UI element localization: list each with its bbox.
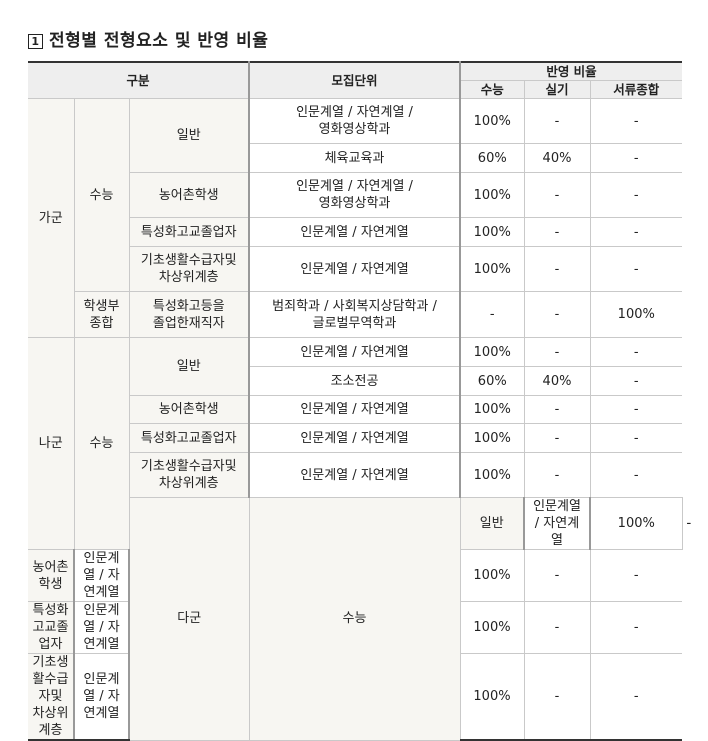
sub-label: 특성화고교졸업자	[129, 217, 250, 247]
documents-cell: -	[589, 601, 683, 654]
unit-cell: 인문계열 / 자연계열	[248, 337, 461, 367]
suneung-cell: 100%	[459, 337, 525, 367]
sub-label: 일반	[128, 337, 250, 396]
header-ratio: 반영 비율	[459, 61, 683, 81]
suneung-cell: 100%	[459, 601, 525, 654]
unit-cell: 인문계열 / 자연계열 / 영화영상학과	[248, 172, 461, 218]
suneung-cell: 60%	[459, 366, 525, 396]
practical-cell: -	[523, 395, 591, 424]
type-label: 수능	[73, 337, 130, 550]
sub-label: 기초생활수급자및 차상위계층	[129, 246, 250, 292]
title-text: 전형별 전형요소 및 반영 비율	[49, 31, 269, 51]
documents-cell: -	[589, 549, 683, 602]
unit-cell: 인문계열 / 자연계열	[523, 497, 591, 550]
suneung-cell: 100%	[459, 423, 525, 453]
unit-cell: 인문계열 / 자연계열 / 영화영상학과	[248, 98, 461, 144]
ratio-table: 구분 모집단위 반영 비율 수능 실기 서류종합 가군 수능 일반 인문계열 /…	[28, 61, 691, 741]
table-row: 학생부 종합 특성화고등을 졸업한재직자 범죄학과 / 사회복지상담학과 / 글…	[28, 291, 683, 338]
type-label: 수능	[73, 98, 130, 292]
sub-label: 농어촌학생	[129, 172, 250, 218]
suneung-cell: 100%	[589, 497, 683, 550]
unit-cell: 인문계열 / 자연계열	[73, 549, 130, 602]
sub-label: 기초생활수급자및 차상위계층	[28, 653, 75, 741]
documents-cell: 100%	[589, 291, 683, 338]
unit-cell: 인문계열 / 자연계열	[248, 452, 461, 498]
documents-cell: -	[589, 452, 683, 498]
group-label: 가군	[28, 98, 75, 338]
sub-label: 농어촌학생	[129, 395, 250, 424]
group-label: 다군	[129, 497, 250, 741]
practical-cell: -	[523, 653, 591, 741]
unit-cell: 인문계열 / 자연계열	[248, 423, 461, 453]
documents-cell: -	[589, 172, 683, 218]
sub-label: 특성화고교졸업자	[129, 423, 250, 453]
suneung-cell: 100%	[459, 452, 525, 498]
page-title: 1 전형별 전형요소 및 반영 비율	[28, 26, 268, 51]
practical-cell: -	[523, 291, 591, 338]
table-row: 농어촌학생 인문계열 / 자연계열 100% - -	[28, 549, 683, 602]
unit-cell: 조소전공	[249, 366, 461, 396]
table-row: 조소전공 60% 40% -	[28, 366, 683, 396]
type-label: 학생부 종합	[74, 291, 130, 338]
group-label: 나군	[28, 337, 75, 550]
suneung-cell: 100%	[459, 246, 525, 292]
unit-cell: 인문계열 / 자연계열	[248, 246, 461, 292]
documents-cell: -	[589, 246, 683, 292]
sub-label: 특성화고등을 졸업한재직자	[128, 291, 250, 338]
practical-cell: -	[523, 172, 591, 218]
suneung-cell: 100%	[459, 172, 525, 218]
suneung-cell: -	[459, 291, 525, 338]
practical-cell: -	[523, 337, 591, 367]
table-row: 가군 수능 일반 인문계열 / 자연계열 / 영화영상학과 100% - -	[28, 98, 683, 338]
documents-cell: -	[589, 337, 683, 367]
practical-cell: -	[523, 98, 591, 144]
header-division: 구분	[28, 61, 250, 99]
unit-cell: 체육교육과	[249, 143, 461, 173]
documents-cell: -	[589, 423, 683, 453]
sub-label: 일반	[459, 497, 525, 550]
practical-cell: 40%	[523, 366, 591, 396]
sub-label: 일반	[128, 98, 250, 173]
documents-cell: -	[589, 98, 683, 144]
header-unit: 모집단위	[248, 61, 461, 99]
practical-cell: -	[523, 423, 591, 453]
suneung-cell: 60%	[459, 143, 525, 173]
sub-label: 특성화고교졸업자	[28, 601, 75, 654]
practical-cell: -	[523, 601, 591, 654]
documents-cell: -	[589, 653, 683, 741]
header-practical: 실기	[523, 80, 591, 99]
unit-cell: 인문계열 / 자연계열	[73, 601, 130, 654]
header-suneung: 수능	[460, 80, 525, 99]
unit-cell: 인문계열 / 자연계열	[248, 217, 461, 247]
type-label: 수능	[248, 497, 461, 741]
practical-cell: -	[523, 217, 591, 247]
practical-cell: 40%	[523, 143, 591, 173]
documents-cell: -	[589, 143, 683, 173]
documents-cell: -	[589, 217, 683, 247]
suneung-cell: 100%	[459, 217, 525, 247]
table-row: 농어촌학생 인문계열 / 자연계열 100% - -	[28, 395, 683, 424]
suneung-cell: 100%	[459, 653, 525, 741]
unit-cell: 범죄학과 / 사회복지상담학과 / 글로벌무역학과	[248, 291, 461, 338]
unit-cell: 인문계열 / 자연계열	[248, 395, 461, 424]
table-row: 농어촌학생 인문계열 / 자연계열 / 영화영상학과 100% - -	[28, 172, 683, 218]
documents-cell: -	[589, 366, 683, 396]
practical-cell: -	[523, 549, 591, 602]
table-row: 기초생활수급자및 차상위계층 인문계열 / 자연계열 100% - -	[28, 246, 683, 292]
practical-cell: -	[523, 452, 591, 498]
table-row: 특성화고교졸업자 인문계열 / 자연계열 100% - -	[28, 423, 683, 453]
documents-cell: -	[589, 395, 683, 424]
header-documents: 서류종합	[589, 80, 683, 99]
table-row: 나군 수능 일반 인문계열 / 자연계열 100% - -	[28, 337, 683, 550]
unit-cell: 인문계열 / 자연계열	[73, 653, 130, 741]
suneung-cell: 100%	[459, 98, 525, 144]
section-number-box: 1	[28, 34, 43, 49]
suneung-cell: 100%	[459, 395, 525, 424]
table-row: 기초생활수급자및 차상위계층 인문계열 / 자연계열 100% - -	[28, 452, 683, 498]
suneung-cell: 100%	[459, 549, 525, 602]
practical-cell: -	[523, 246, 591, 292]
sub-label: 기초생활수급자및 차상위계층	[129, 452, 250, 498]
sub-label: 농어촌학생	[28, 549, 75, 602]
